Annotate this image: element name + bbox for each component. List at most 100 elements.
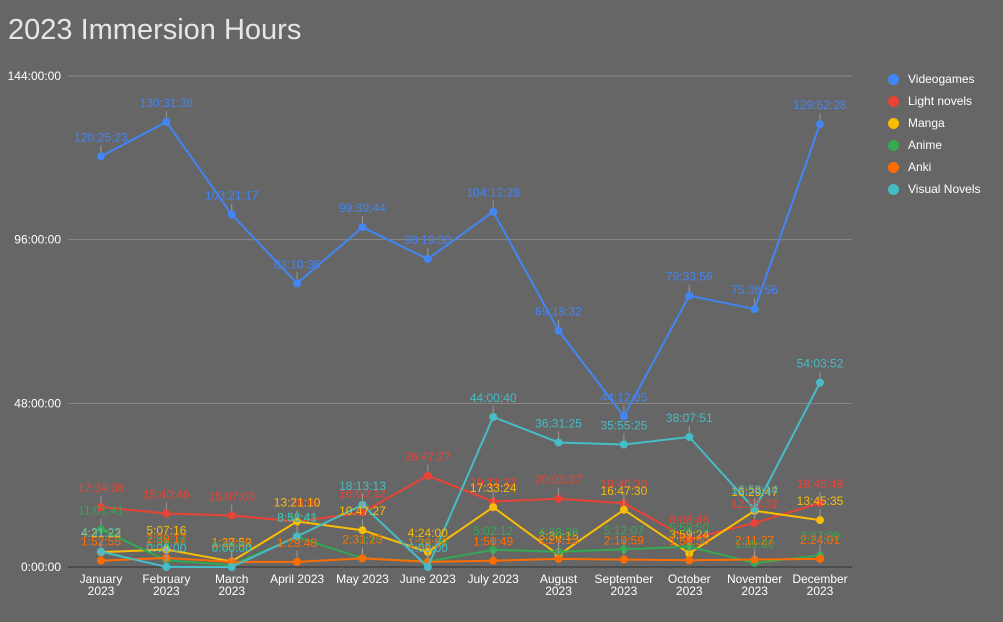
data-point — [489, 412, 498, 421]
data-label: 16:00:12 — [339, 486, 386, 500]
data-label: 79:33:56 — [666, 270, 713, 284]
data-point — [554, 494, 563, 503]
data-point — [619, 555, 628, 564]
data-point — [685, 432, 694, 441]
legend-item[interactable]: Anime — [888, 134, 998, 156]
data-label: 16:58:14 — [731, 483, 778, 497]
data-label: 4:31:23 — [81, 526, 121, 540]
data-label: 8:48:48 — [277, 511, 317, 525]
data-label: 16:29:47 — [731, 485, 778, 499]
legend-marker — [888, 139, 899, 151]
data-label: 38:07:51 — [666, 411, 713, 425]
legend-marker — [888, 73, 899, 85]
data-point — [685, 556, 694, 565]
data-label: 11:01:41 — [78, 503, 124, 517]
data-label: 129:52:28 — [793, 98, 847, 112]
legend-item[interactable]: Anki — [888, 156, 998, 178]
data-point — [358, 554, 367, 563]
data-label: 0:36:00 — [212, 539, 252, 553]
y-tick-label: 96:00:00 — [14, 233, 61, 247]
data-label: 1:36:00 — [408, 536, 448, 550]
data-label: 1:55:40 — [146, 534, 186, 548]
data-point — [554, 438, 563, 447]
data-label: 10:47:27 — [339, 504, 386, 518]
x-tick-label: December — [792, 572, 847, 586]
legend-item[interactable]: Visual Novels — [888, 178, 998, 200]
chart-title: 2023 Immersion Hours — [8, 14, 302, 46]
data-point — [750, 555, 759, 564]
data-point — [750, 305, 759, 314]
data-point — [816, 516, 824, 525]
data-point — [358, 526, 367, 535]
data-label: 4:24:00 — [408, 526, 448, 540]
data-label: 44:12:35 — [601, 390, 648, 404]
data-label: 3:27:09 — [800, 529, 840, 543]
data-label: 2:39:17 — [146, 532, 186, 546]
data-point — [293, 532, 302, 541]
x-tick-label: 2023 — [153, 584, 180, 598]
x-tick-label: 2023 — [611, 584, 638, 598]
data-label: 26:47:27 — [404, 450, 451, 464]
x-tick-label: 2023 — [807, 584, 834, 598]
series-line — [100, 120, 821, 418]
legend-marker — [888, 161, 899, 173]
data-label: 2:24:15 — [539, 533, 579, 547]
data-label: 18:40:30 — [601, 477, 648, 491]
data-label: 35:55:25 — [601, 418, 648, 432]
legend-label: Manga — [908, 116, 945, 130]
data-point — [162, 563, 171, 571]
data-point — [554, 554, 563, 563]
legend-label: Light novels — [908, 94, 973, 108]
data-label: 36:31:25 — [535, 416, 582, 430]
x-tick-label: August — [540, 572, 578, 586]
data-label: 1:37:52 — [212, 535, 252, 549]
data-point — [816, 120, 824, 129]
data-label: 83:10:36 — [274, 257, 321, 271]
data-label: 44:00:40 — [470, 391, 517, 405]
data-label: 13:21:10 — [274, 495, 321, 509]
legend-label: Visual Novels — [908, 182, 981, 196]
data-point — [423, 563, 432, 571]
data-label: 2:24:01 — [800, 533, 840, 547]
legend-marker — [888, 117, 899, 129]
data-point — [685, 291, 694, 300]
data-label: 5:02:12 — [473, 524, 513, 538]
data-point — [227, 563, 236, 571]
data-point — [554, 326, 563, 335]
data-point — [423, 471, 432, 480]
series-line — [100, 506, 821, 563]
data-point — [227, 210, 236, 219]
data-label: 3:30:15 — [539, 529, 579, 543]
data-point — [750, 519, 759, 528]
data-point — [97, 556, 105, 565]
legend-item[interactable]: Light novels — [888, 90, 998, 112]
x-tick-label: 2023 — [741, 584, 768, 598]
data-label: 0:00:00 — [408, 541, 448, 555]
x-tick-label: October — [668, 572, 711, 586]
legend-marker — [888, 183, 899, 195]
data-point — [816, 498, 824, 507]
data-label: 1:29:57 — [408, 536, 448, 550]
legend-item[interactable]: Videogames — [888, 68, 998, 90]
data-point — [293, 557, 302, 566]
data-label: 2:10:59 — [604, 534, 644, 548]
data-point — [358, 508, 367, 517]
x-tick-label: June 2023 — [400, 572, 456, 586]
data-label: 120:25:23 — [74, 130, 128, 144]
data-point — [423, 254, 432, 263]
data-point — [358, 223, 367, 232]
data-label: 18:13:13 — [339, 479, 386, 493]
legend-label: Anki — [908, 160, 932, 174]
data-label: 0:00:00 — [212, 541, 252, 555]
legend-item[interactable]: Manga — [888, 112, 998, 134]
chart-legend: Videogames Light novels Manga Anime Anki Visu… — [888, 68, 998, 200]
data-label: 0:00:00 — [146, 541, 186, 555]
data-label: 13:45:35 — [797, 494, 844, 508]
data-point — [97, 152, 105, 161]
data-label: 1:29:48 — [277, 536, 317, 550]
legend-label: Anime — [908, 138, 943, 152]
data-label: 18:46:49 — [797, 477, 844, 491]
data-label: 1:09:00 — [735, 537, 775, 551]
x-tick-label: 2023 — [88, 584, 115, 598]
